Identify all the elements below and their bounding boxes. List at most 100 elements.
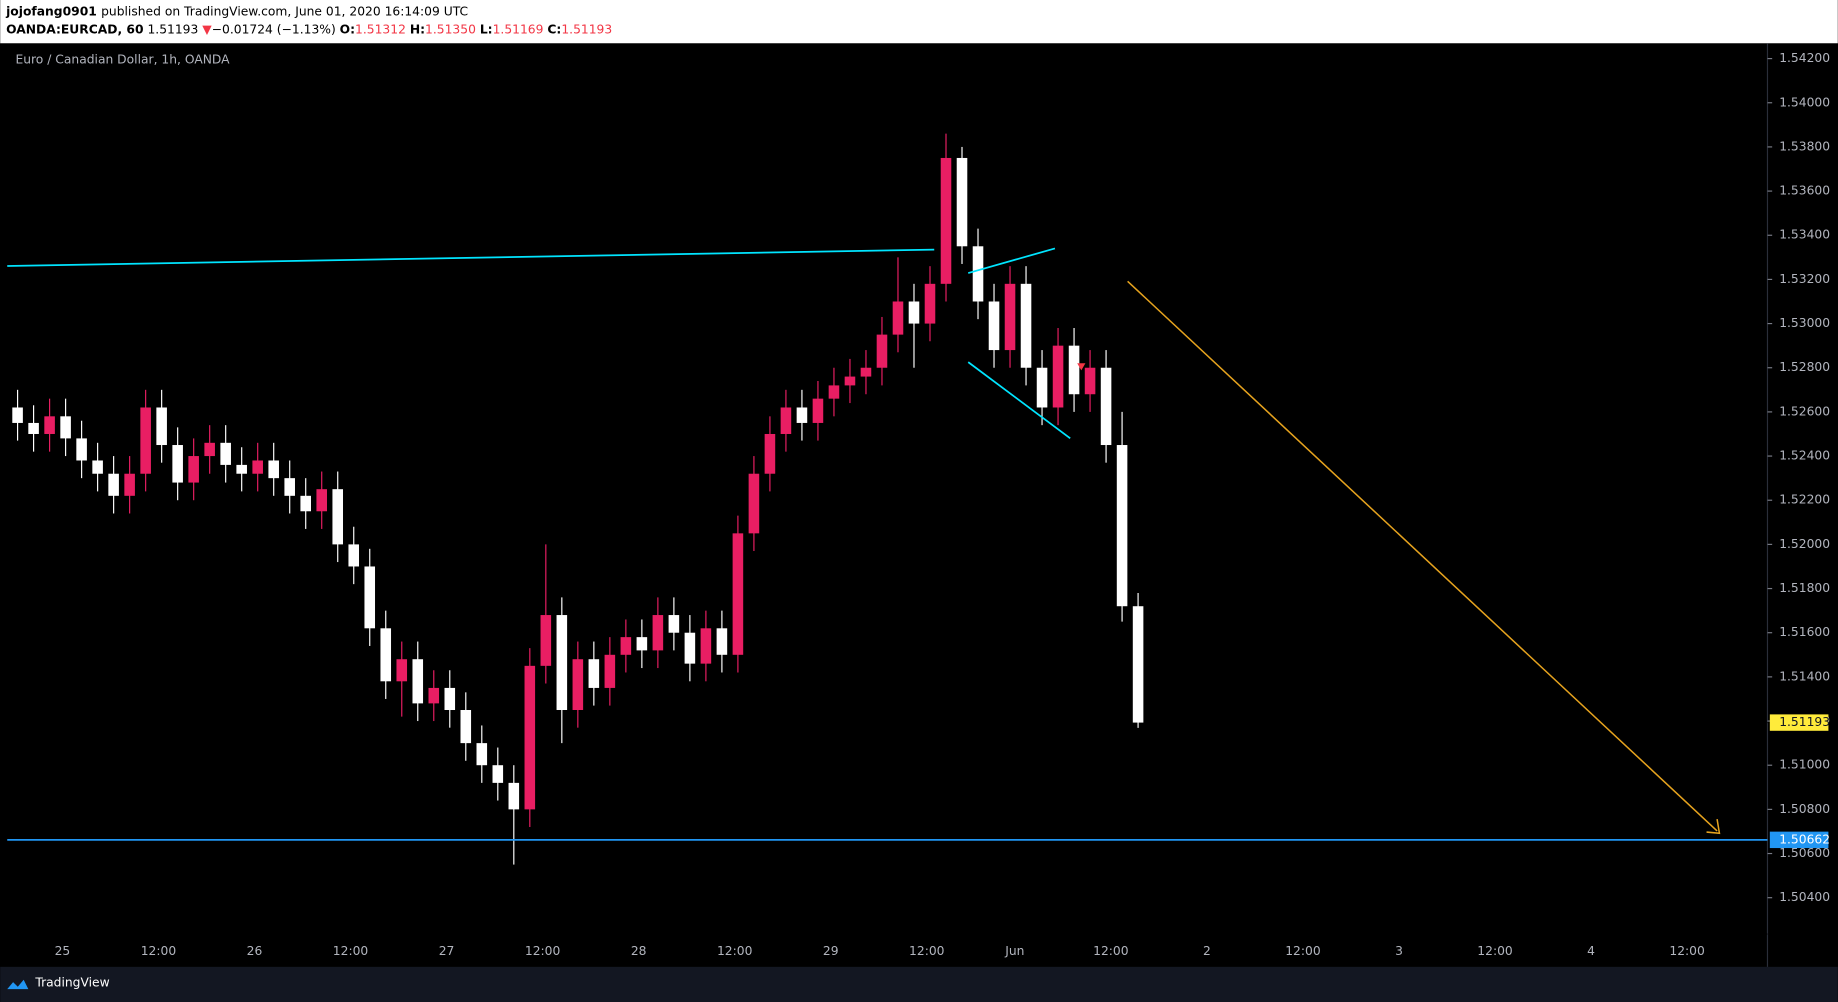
candle-body (188, 456, 199, 483)
published: published on TradingView.com, June 01, 2… (101, 4, 468, 18)
last-price-label: 1.51193 (1779, 715, 1830, 729)
candle-body (348, 544, 360, 567)
x-tick-label: 29 (823, 944, 839, 958)
candle-body (1116, 445, 1128, 607)
candle-body (588, 659, 600, 688)
candle-body (444, 687, 456, 711)
brand: TradingView (34, 976, 109, 990)
candle-body (220, 442, 231, 465)
candle-body (892, 301, 904, 335)
y-tick-label: 1.53200 (1779, 272, 1830, 286)
trend-line (7, 248, 935, 267)
o: 1.51312 (355, 22, 406, 36)
c-label: C: (547, 22, 561, 36)
candle-body (764, 433, 776, 474)
y-tick-label: 1.52200 (1779, 493, 1830, 507)
candle-body (828, 385, 840, 399)
candle-body (1004, 283, 1016, 351)
x-tick-label: 26 (247, 944, 263, 958)
candle-body (556, 615, 568, 711)
x-tick-label: 12:00 (1477, 944, 1512, 958)
author-name: jojofang0901 (5, 4, 97, 18)
h: 1.51350 (425, 22, 476, 36)
h-label: H: (410, 22, 425, 36)
candle-body (1084, 367, 1096, 395)
y-tick-label: 1.53600 (1779, 184, 1830, 198)
candle-body (844, 376, 856, 386)
x-tick-label: 12:00 (333, 944, 368, 958)
candle-body (412, 659, 424, 704)
logo (7, 979, 29, 990)
candle-body (252, 460, 263, 474)
candle-body (380, 628, 392, 682)
candle-body (428, 687, 440, 704)
arrow: ▼ (202, 22, 212, 36)
l: 1.51169 (493, 22, 544, 36)
level-label: 1.50662 (1779, 832, 1830, 846)
trend-line (967, 361, 1071, 440)
candle-body (636, 637, 648, 651)
x-tick-label: 12:00 (717, 944, 752, 958)
l-label: L: (480, 22, 493, 36)
candle-body (12, 407, 23, 423)
candle-body (300, 495, 311, 512)
chart-title: Euro / Canadian Dollar, 1h, OANDA (15, 52, 230, 66)
candle-body (684, 632, 696, 664)
marker (1077, 363, 1086, 371)
y-tick-label: 1.51800 (1779, 581, 1830, 595)
candle-body (924, 283, 936, 324)
x-tick-label: 4 (1587, 944, 1595, 958)
last: 1.51193 (147, 22, 198, 36)
candle-body (572, 659, 584, 711)
x-tick-label: 12:00 (1285, 944, 1320, 958)
candle-body (364, 566, 376, 629)
y-tick-label: 1.50800 (1779, 802, 1830, 816)
candle-body (1036, 367, 1048, 408)
x-tick-label: 2 (1203, 944, 1211, 958)
x-tick-label: 12:00 (525, 944, 560, 958)
x-tick-label: 12:00 (141, 944, 176, 958)
c: 1.51193 (561, 22, 612, 36)
candle-body (284, 478, 295, 496)
candle-body (332, 489, 344, 545)
x-tick-label: 12:00 (1093, 944, 1128, 958)
candle-body (316, 489, 328, 512)
quote-line: OANDA:EURCAD, 60 1.51193 ▼−0.01724 (−1.1… (6, 22, 612, 36)
marks: 1.54200 1.54000 1.53800 1.53600 1.53400 1.532… (7, 51, 1830, 958)
candle-body (1020, 283, 1032, 368)
candle-body (60, 416, 71, 439)
candle-body (204, 442, 215, 457)
y-tick-label: 1.52400 (1779, 449, 1830, 463)
candle-body (76, 438, 87, 461)
o-label: O: (340, 22, 355, 36)
y-tick-label: 1.53800 (1779, 139, 1830, 153)
level-label-bg (1769, 831, 1829, 849)
y-tick-label: 1.51600 (1779, 625, 1830, 639)
candle-body (700, 628, 712, 664)
candle-body (124, 473, 135, 496)
author: jojofang0901 published on TradingView.co… (5, 4, 468, 18)
candle-body (780, 407, 792, 434)
candle-body (156, 407, 167, 446)
candle-body (508, 782, 520, 810)
candle-body (732, 533, 744, 655)
y-tick-label: 1.54200 (1779, 51, 1830, 65)
candle-body (492, 765, 504, 783)
trend-line (967, 247, 1056, 274)
last-price-bg (1769, 714, 1829, 731)
candle-body (956, 157, 968, 247)
candle-body (108, 473, 119, 496)
x-tick-label: 28 (631, 944, 647, 958)
change: −0.01724 (−1.13%) (212, 22, 336, 36)
candle-body (460, 710, 472, 744)
candle-body (1052, 345, 1064, 408)
candle-body (620, 637, 632, 655)
x-tick-label: 25 (55, 944, 71, 958)
candle-body (1100, 367, 1112, 446)
x-tick-label: Jun (1004, 944, 1024, 958)
candle-body (396, 659, 408, 682)
plot-bg (0, 43, 1838, 967)
candle-body (908, 301, 920, 324)
x-tick-label: 12:00 (1669, 944, 1704, 958)
candle-body (172, 445, 183, 483)
